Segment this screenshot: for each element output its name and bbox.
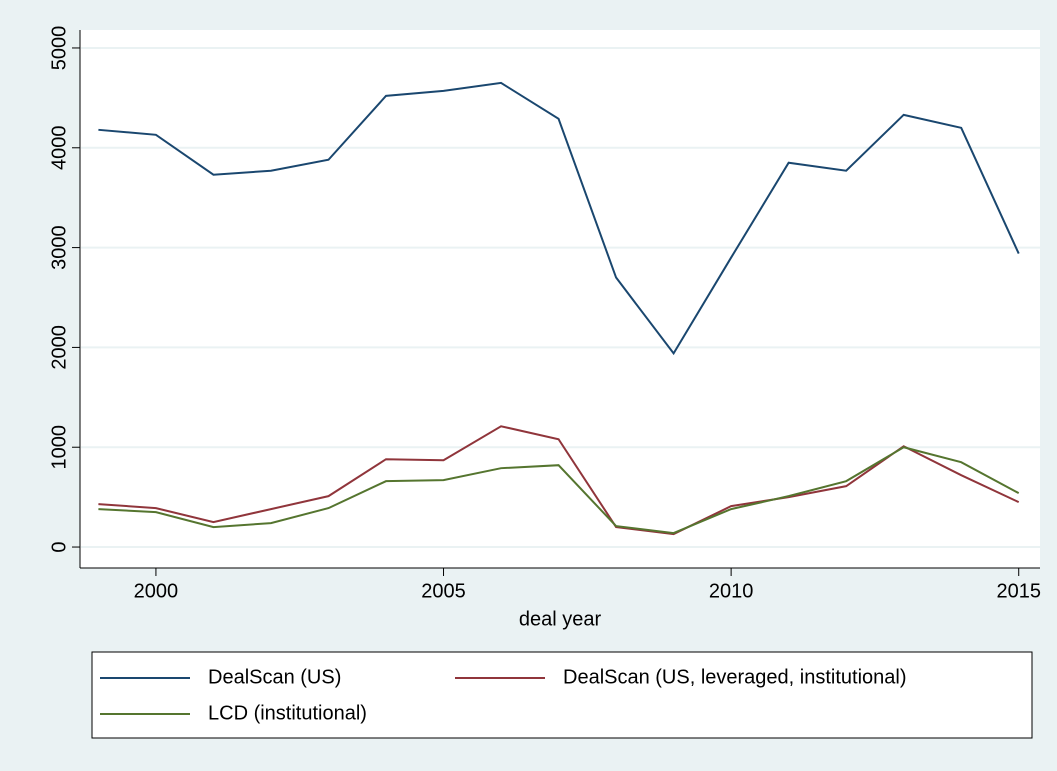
y-tick-label: 0: [48, 541, 70, 552]
x-axis-label: deal year: [519, 608, 602, 630]
legend-label: LCD (institutional): [208, 702, 367, 724]
y-tick-label: 5000: [48, 26, 70, 71]
legend-label: DealScan (US): [208, 666, 341, 688]
x-tick-label: 2010: [709, 580, 754, 602]
line-series: [98, 425, 1020, 536]
y-tick-label: 1000: [48, 425, 70, 470]
plot-area: [80, 30, 1040, 568]
y-tick-label: 4000: [48, 126, 70, 171]
y-tick-label: 3000: [48, 225, 70, 270]
line-series: [98, 81, 1020, 356]
line-series: [98, 446, 1020, 535]
x-tick-label: 2000: [134, 580, 179, 602]
x-tick-label: 2005: [421, 580, 466, 602]
legend-label: DealScan (US, leveraged, institutional): [563, 666, 907, 688]
y-tick-label: 2000: [48, 325, 70, 370]
x-tick-label: 2015: [996, 580, 1041, 602]
legend: [91, 651, 1033, 739]
